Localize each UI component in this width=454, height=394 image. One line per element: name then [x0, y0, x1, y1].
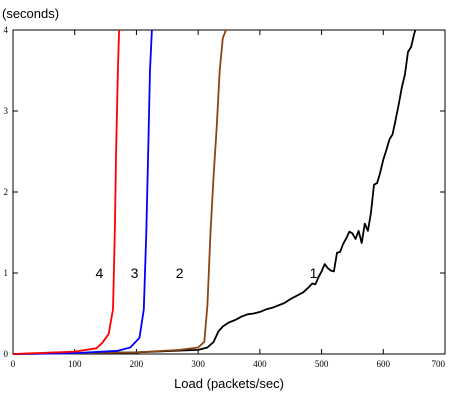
y-tick-label: 1: [4, 268, 9, 278]
curve-labels: 1 2 3 4: [96, 265, 318, 281]
x-tick-label: 700: [432, 359, 446, 369]
y-tick-label: 4: [4, 25, 9, 35]
x-tick-label: 0: [11, 359, 16, 369]
y-tick-label: 0: [4, 349, 9, 359]
series-label-2: 2: [176, 265, 184, 281]
x-tick-label: 300: [191, 359, 205, 369]
x-tick-label: 100: [68, 359, 82, 369]
series-line-4: [12, 29, 120, 355]
plot-frame: [12, 29, 446, 355]
series-line-2: [12, 29, 227, 355]
data-curves: [12, 29, 417, 355]
y-tick-label: 2: [4, 187, 9, 197]
y-axis-title: (seconds): [2, 6, 59, 21]
series-label-4: 4: [96, 265, 104, 281]
x-tick-label: 400: [253, 359, 267, 369]
series-label-1: 1: [310, 265, 318, 281]
axis-ticks: 0 100 200 300 400 500 600 700 0 1 2 3 4: [4, 25, 446, 369]
x-axis-title: Load (packets/sec): [174, 376, 284, 391]
series-line-3: [12, 29, 153, 355]
x-tick-label: 200: [130, 359, 144, 369]
y-tick-label: 3: [4, 106, 9, 116]
series-label-3: 3: [131, 265, 139, 281]
x-tick-label: 500: [315, 359, 329, 369]
series-line-1: [12, 29, 417, 355]
x-tick-label: 600: [377, 359, 391, 369]
